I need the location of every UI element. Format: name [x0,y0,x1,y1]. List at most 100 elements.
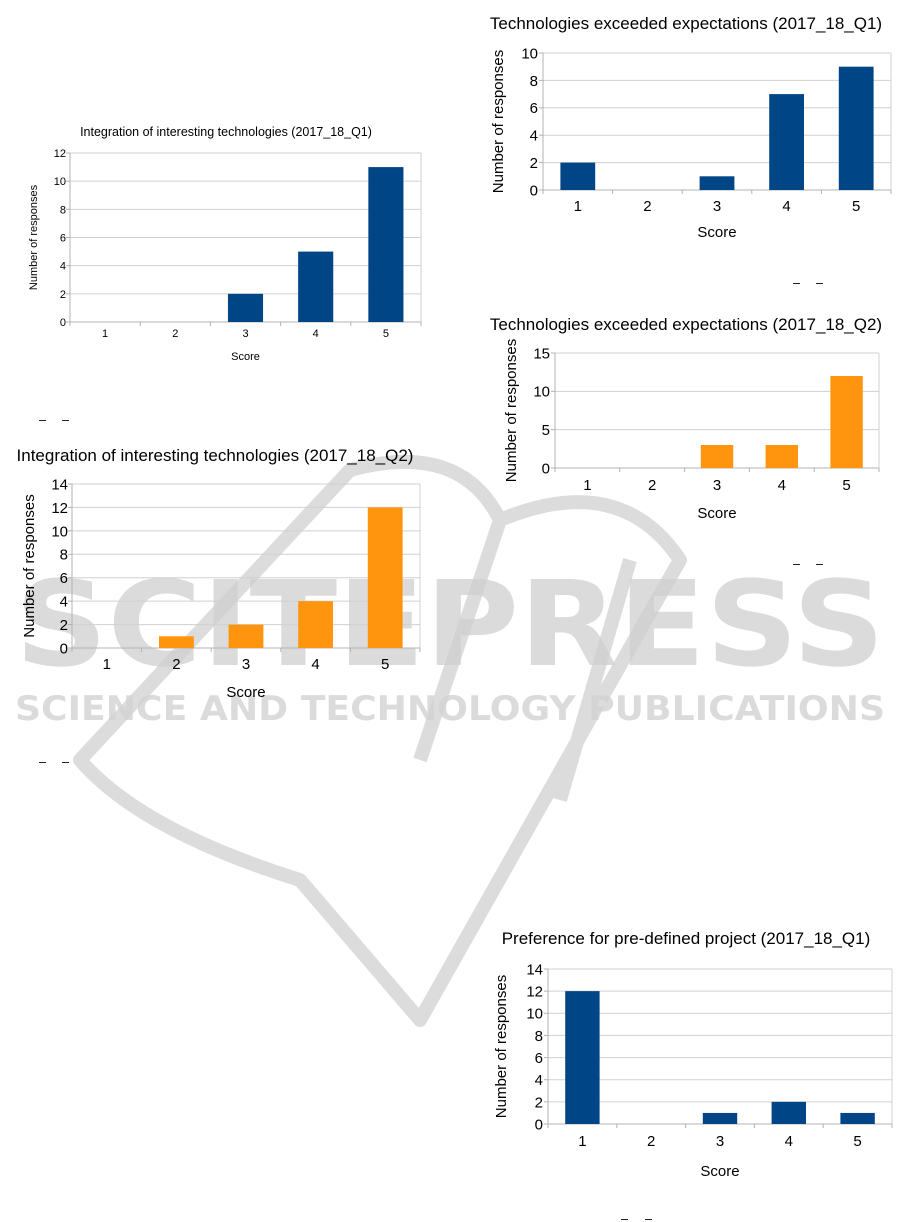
y-tick-label: 10 [521,45,538,62]
x-tick-label: 2 [648,477,656,494]
x-tick-label: 1 [578,1133,586,1150]
y-tick-label: 0 [542,460,550,477]
x-tick-label: 2 [647,1133,655,1150]
y-axis-label: Number of responses [493,975,510,1118]
y-tick-label: 12 [526,984,543,1001]
y-tick-label: 2 [60,289,66,301]
chart-title: Preference for pre-defined project (2017… [502,929,871,948]
dash-mark [645,1219,652,1220]
bar-score-3 [227,293,264,322]
x-tick-label: 3 [713,198,721,215]
bar-score-4 [298,601,333,648]
y-tick-label: 0 [530,182,538,199]
y-tick-label: 8 [530,73,538,90]
y-axis-label: Number of responses [490,50,507,193]
bar-score-5 [830,376,863,468]
y-tick-label: 0 [60,317,66,329]
y-axis-label: Number of responses [21,494,38,637]
x-tick-label: 3 [242,656,250,673]
bar-score-5 [840,1112,875,1124]
dash-mark [816,564,823,565]
x-tick-label: 5 [842,477,850,494]
dash-mark [816,283,823,284]
bar-score-5 [368,167,404,322]
y-tick-label: 4 [60,594,68,611]
y-tick-label: 2 [535,1094,543,1111]
chart-title: Technologies exceeded expectations (2017… [490,14,882,33]
chart-exceeded_q2: 0 5 10 15 1 2 3 4 5 Technologies exceeded expecta… [490,315,882,522]
y-tick-label: 10 [51,523,68,540]
chart-title: Integration of interesting technologies … [80,125,372,139]
bar-score-3 [699,176,735,190]
bar-score-3 [702,1112,738,1124]
y-axis-label: Number of responses [503,339,520,482]
dash-mark [793,283,800,284]
y-axis-label: Number of responses [28,184,40,290]
bar-score-4 [771,1101,806,1124]
y-tick-label: 10 [54,176,66,188]
y-tick-label: 10 [526,1006,543,1023]
x-axis-label: Score [700,1163,739,1180]
dash-mark [621,1219,628,1220]
y-tick-label: 0 [60,640,68,657]
x-tick-label: 2 [643,198,651,215]
x-tick-label: 3 [713,477,721,494]
x-tick-label: 1 [583,477,591,494]
x-tick-label: 3 [242,328,248,340]
bar-score-3 [228,624,264,648]
y-tick-label: 6 [60,570,68,587]
x-tick-label: 5 [381,656,389,673]
bar-score-5 [838,66,874,190]
dash-mark [39,762,46,763]
bar-score-4 [765,445,798,468]
x-tick-label: 4 [785,1133,793,1150]
x-axis-label: Score [697,505,736,522]
chart-title: Integration of interesting technologies … [17,446,414,465]
y-tick-label: 0 [535,1116,543,1133]
y-tick-label: 5 [542,422,550,439]
dash-mark [793,564,800,565]
x-tick-label: 2 [172,656,180,673]
dash-mark [62,420,69,421]
x-tick-label: 3 [716,1133,724,1150]
x-axis-label: Score [697,224,736,241]
x-tick-label: 2 [172,328,178,340]
x-tick-label: 4 [778,477,786,494]
x-tick-label: 1 [103,656,111,673]
y-tick-label: 4 [530,128,538,145]
y-tick-label: 15 [533,345,550,362]
dash-mark [62,762,69,763]
y-tick-label: 4 [60,261,66,273]
y-tick-label: 6 [60,232,66,244]
bar-score-2 [159,636,194,648]
y-tick-label: 10 [533,384,550,401]
y-tick-label: 14 [51,476,68,493]
y-tick-label: 6 [535,1050,543,1067]
x-tick-label: 5 [853,1133,861,1150]
bar-score-1 [560,162,596,190]
x-tick-label: 1 [574,198,582,215]
y-tick-label: 8 [535,1028,543,1045]
x-tick-label: 1 [102,328,108,340]
y-tick-label: 6 [530,100,538,117]
x-axis-label: Score [231,351,260,363]
x-tick-label: 5 [852,198,860,215]
y-tick-label: 2 [60,617,68,634]
x-tick-label: 4 [311,656,319,673]
x-tick-label: 4 [782,198,790,215]
dash-mark [39,420,46,421]
y-tick-label: 2 [530,155,538,172]
bar-score-3 [700,445,734,468]
bar-score-4 [298,251,334,322]
x-tick-label: 4 [313,328,319,340]
bar-score-4 [769,94,804,190]
bar-score-1 [565,991,600,1124]
y-tick-label: 8 [60,547,68,564]
y-tick-label: 12 [51,500,68,517]
chart-title: Technologies exceeded expectations (2017… [490,315,882,334]
